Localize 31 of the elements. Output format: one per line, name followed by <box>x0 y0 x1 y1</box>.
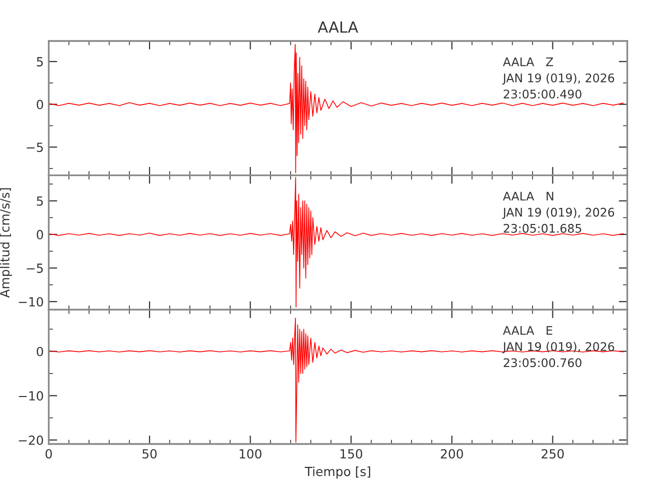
y-tick-label: 5 <box>36 196 43 206</box>
annotation: 23:05:01.685 <box>504 224 582 233</box>
annotation: JAN 19 (019), 2026 <box>502 342 614 354</box>
x-tick-label: 200 <box>440 449 463 459</box>
y-tick-label: 0 <box>36 346 44 356</box>
x-tick-label: 50 <box>142 449 157 459</box>
y-tick-label: −20 <box>18 435 44 445</box>
annotation: AALA Z <box>502 57 554 66</box>
y-tick-label: −10 <box>18 297 44 307</box>
y-tick-label: 0 <box>36 230 44 240</box>
y-tick-label: −10 <box>18 391 44 401</box>
x-tick-label: 0 <box>46 449 52 459</box>
line-series <box>48 44 624 174</box>
x-axis-title: Tiempo [s] <box>304 466 370 479</box>
annotation: AALA N <box>502 192 554 200</box>
y-tick-label: 5 <box>36 57 43 66</box>
x-tick-label: 100 <box>240 449 262 459</box>
y-tick-label: −5 <box>26 264 43 273</box>
x-tick-label: 250 <box>542 449 564 459</box>
x-tick-label: 150 <box>340 449 362 459</box>
line-series <box>48 176 624 308</box>
annotation: 23:05:00.760 <box>504 358 582 368</box>
y-tick-label: 0 <box>36 100 44 110</box>
annotation: AALA E <box>502 326 552 335</box>
annotation: JAN 19 (019), 2026 <box>502 208 614 219</box>
annotation: JAN 19 (019), 2026 <box>502 73 614 85</box>
annotation: 23:05:00.490 <box>504 90 582 98</box>
chart-title: AALA <box>318 22 358 33</box>
y-axis-title: Amplitud [cm/s/s] <box>0 188 12 298</box>
line-series <box>48 318 624 443</box>
y-tick-label: −5 <box>26 142 43 152</box>
